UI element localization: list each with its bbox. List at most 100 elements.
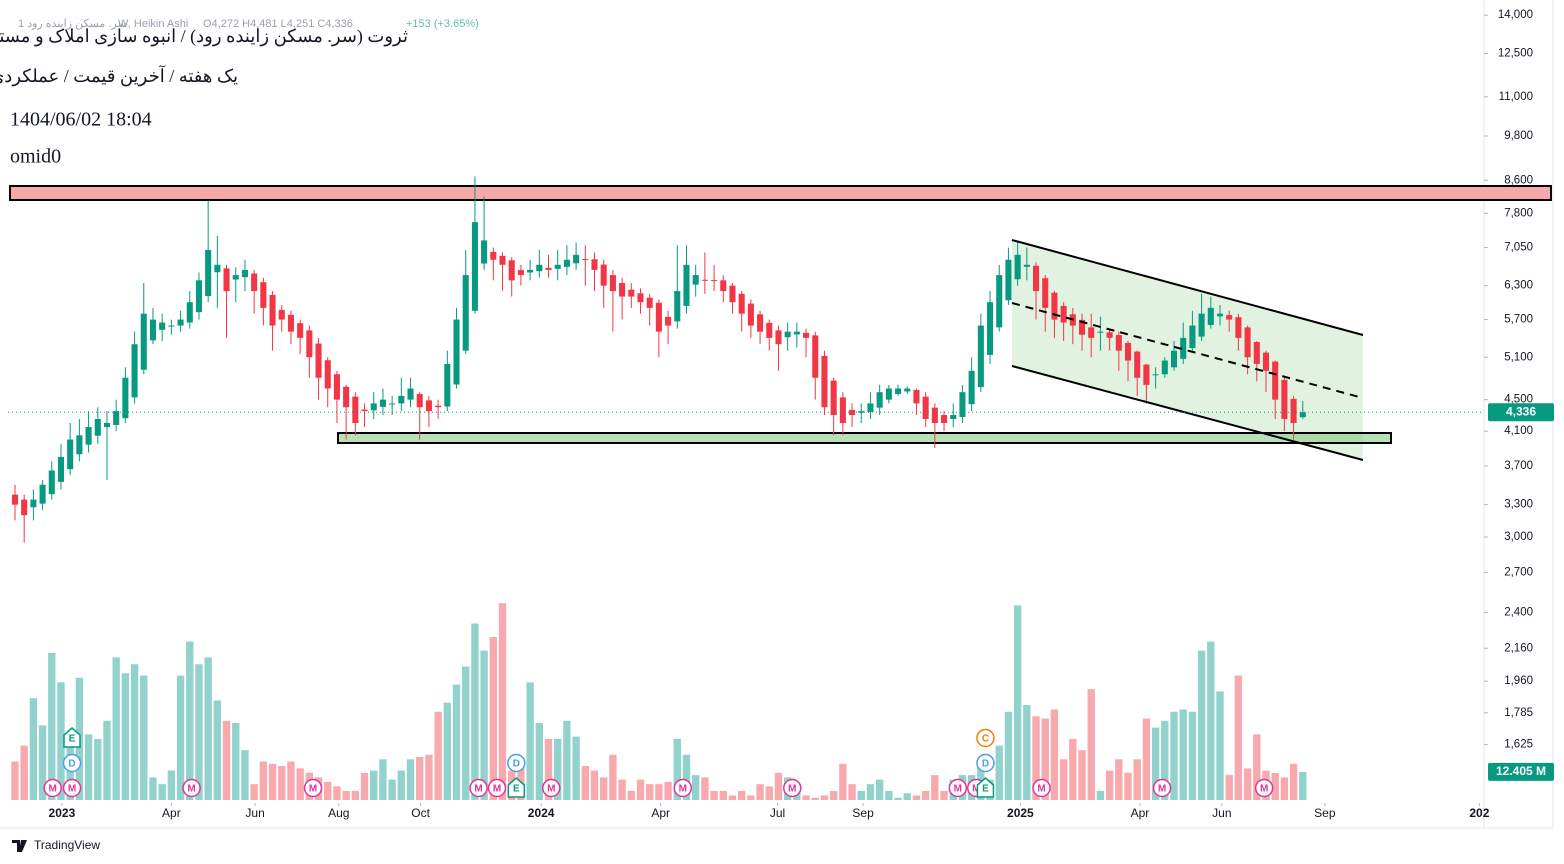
candle-body xyxy=(830,380,837,416)
candle-body xyxy=(1152,374,1159,376)
volume-label: 12.405 M xyxy=(1496,764,1546,778)
volume-bar xyxy=(655,784,663,800)
volume-bar xyxy=(1069,738,1077,800)
volume-bar xyxy=(1271,772,1279,800)
volume-bar xyxy=(517,759,525,800)
candle-body xyxy=(720,280,727,292)
y-tick-label: 3,300 xyxy=(1504,499,1533,511)
x-tick-label: 2023 xyxy=(49,806,76,820)
event-badge xyxy=(469,778,488,798)
volume-bar xyxy=(535,723,543,800)
volume-bar xyxy=(29,698,38,800)
volume-bar xyxy=(489,637,497,800)
volume-bar xyxy=(921,790,930,800)
candle-body xyxy=(306,330,313,358)
candle-body xyxy=(149,319,157,341)
candle-body xyxy=(76,435,83,455)
volume-bar xyxy=(480,650,488,800)
candle-body xyxy=(701,279,708,281)
channel-lower xyxy=(1011,365,1364,461)
candle-body xyxy=(563,259,570,267)
candle-body xyxy=(1281,379,1288,419)
candle-body xyxy=(67,439,74,470)
candle-body xyxy=(1235,317,1242,338)
candle-body xyxy=(591,259,598,270)
volume-bar xyxy=(1142,718,1151,800)
event-badge xyxy=(487,778,507,798)
candle-body xyxy=(94,418,101,436)
volume-bar xyxy=(296,768,304,800)
candle-body xyxy=(609,275,616,292)
candle-body xyxy=(1244,327,1251,358)
candle-body xyxy=(103,422,111,428)
candle-body xyxy=(665,316,672,326)
volume-bar xyxy=(554,738,562,800)
candle-body xyxy=(444,363,451,407)
event-label: M xyxy=(474,784,482,795)
volume-bar xyxy=(572,736,580,800)
volume-bar xyxy=(747,795,755,800)
event-label: M xyxy=(1260,784,1268,795)
volume-bar xyxy=(811,797,819,800)
volume-bar xyxy=(94,738,102,800)
candle-body xyxy=(370,403,377,411)
candle-body xyxy=(48,470,55,495)
candle-body xyxy=(1088,327,1095,338)
volume-bar xyxy=(57,682,65,800)
volume-bar xyxy=(673,738,681,800)
volume-bar xyxy=(1096,790,1105,800)
y-tick-label: 4,500 xyxy=(1504,394,1533,406)
candle-body xyxy=(1189,325,1196,349)
candle-body xyxy=(996,275,1003,328)
y-tick-label: 14,000 xyxy=(1498,9,1533,21)
volume-bar xyxy=(342,790,350,800)
brand: TradingView xyxy=(34,838,100,852)
y-tick-label: 11,000 xyxy=(1499,91,1533,103)
event-badge xyxy=(62,753,82,773)
candle-body xyxy=(1262,352,1270,371)
volume-bar xyxy=(379,759,387,800)
candle-body xyxy=(1106,332,1113,338)
candle-body xyxy=(1143,364,1150,385)
candle-body xyxy=(508,260,515,281)
volume-bar xyxy=(360,772,369,800)
event-badge xyxy=(976,777,995,798)
candle-body xyxy=(287,314,294,332)
volume-bar xyxy=(1289,763,1298,800)
x-tick-label: Sep xyxy=(1314,806,1336,820)
volume-bar xyxy=(462,666,470,800)
candle-body xyxy=(278,309,285,320)
y-tick-label: 2,160 xyxy=(1504,642,1533,654)
candle-body xyxy=(425,400,432,412)
candle-body xyxy=(214,264,221,273)
volume-bar xyxy=(222,720,231,800)
candle-body xyxy=(637,293,644,303)
candle-body xyxy=(977,325,984,388)
volume-bar xyxy=(213,700,222,800)
volume-bar xyxy=(11,761,19,800)
volume-bar xyxy=(370,770,378,800)
ohlc: O4,272 H4,481 L4,251 C4,336 xyxy=(203,18,353,30)
candle-body xyxy=(462,275,469,351)
volume-bar xyxy=(158,784,166,800)
y-tick-label: 4,100 xyxy=(1504,425,1533,437)
volume-bar xyxy=(268,763,277,800)
volume-bar xyxy=(802,795,810,800)
date: 1404/06/02 18:04 xyxy=(10,109,152,131)
candle-body xyxy=(1078,319,1086,335)
candle-body xyxy=(159,322,166,330)
event-label: D xyxy=(982,759,989,770)
volume-bar xyxy=(848,784,856,800)
volume-bar xyxy=(544,738,553,800)
event-label: M xyxy=(1037,784,1045,795)
candle-body xyxy=(177,319,184,326)
volume-bar xyxy=(646,784,654,800)
y-tick-label: 3,700 xyxy=(1504,460,1533,472)
candle-body xyxy=(628,289,635,297)
volume-bar xyxy=(1151,727,1160,800)
y-tick-label: 1,960 xyxy=(1504,675,1533,687)
interval: W, Heikin Ashi xyxy=(118,18,188,30)
candle-body xyxy=(1161,360,1168,375)
volume-bar xyxy=(682,754,691,800)
candle-body xyxy=(1226,315,1233,320)
